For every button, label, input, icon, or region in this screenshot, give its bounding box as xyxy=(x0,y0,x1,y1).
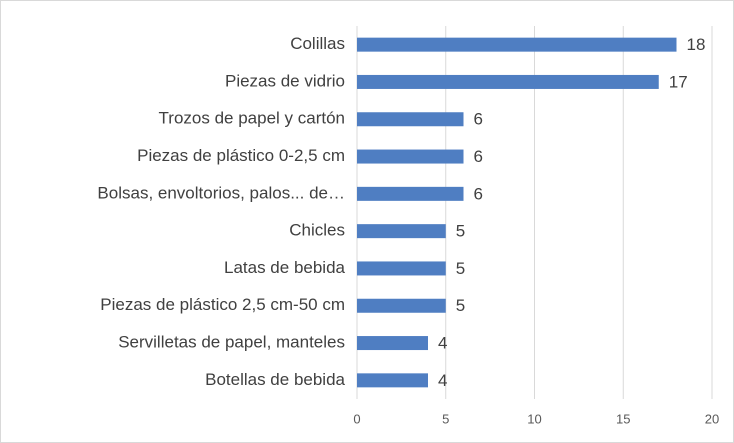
data-label: 6 xyxy=(474,110,483,129)
data-label: 5 xyxy=(456,222,465,241)
y-tick-label: Piezas de plástico 2,5 cm-50 cm xyxy=(100,295,345,314)
bar xyxy=(357,74,659,89)
x-tick-label: 20 xyxy=(705,411,719,426)
data-label: 4 xyxy=(438,371,447,390)
data-label: 6 xyxy=(474,184,483,203)
bar xyxy=(357,336,428,351)
data-label: 4 xyxy=(438,334,447,353)
bar xyxy=(357,112,464,127)
data-label: 17 xyxy=(669,72,688,91)
y-tick-label: Latas de bebida xyxy=(224,258,346,277)
data-label: 5 xyxy=(456,259,465,278)
data-label: 6 xyxy=(474,147,483,166)
y-tick-label: Piezas de plástico 0-2,5 cm xyxy=(137,146,345,165)
data-label: 18 xyxy=(687,35,706,54)
bar xyxy=(357,37,677,52)
x-tick-label: 5 xyxy=(442,411,449,426)
bar xyxy=(357,186,464,201)
bar xyxy=(357,149,464,164)
x-tick-label: 0 xyxy=(353,411,360,426)
y-tick-label: Colillas xyxy=(290,34,345,53)
x-tick-label: 15 xyxy=(616,411,630,426)
y-tick-label: Botellas de bebida xyxy=(205,370,345,389)
x-tick-label: 10 xyxy=(527,411,541,426)
bar xyxy=(357,298,446,313)
bar xyxy=(357,261,446,276)
bar xyxy=(357,224,446,239)
y-tick-label: Chicles xyxy=(289,221,345,240)
y-tick-label: Trozos de papel y cartón xyxy=(159,109,345,128)
data-label: 5 xyxy=(456,296,465,315)
y-tick-label: Piezas de vidrio xyxy=(225,71,345,90)
y-tick-label: Servilletas de papel, manteles xyxy=(118,333,345,352)
bar xyxy=(357,373,428,388)
y-tick-label: Bolsas, envoltorios, palos... de… xyxy=(97,183,345,202)
